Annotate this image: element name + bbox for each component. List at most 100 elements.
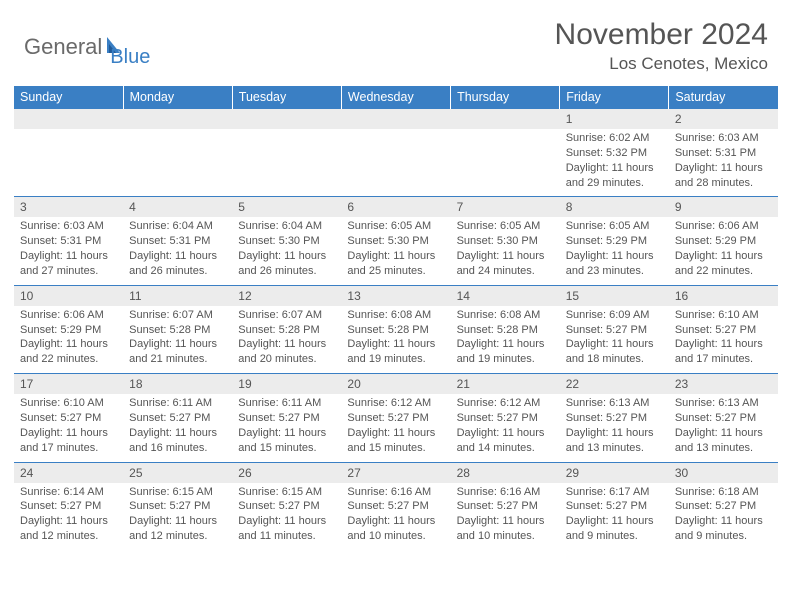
- daylight-text-1: Daylight: 11 hours: [238, 514, 335, 529]
- day-cell: Sunrise: 6:14 AMSunset: 5:27 PMDaylight:…: [14, 483, 123, 550]
- sunrise-text: Sunrise: 6:04 AM: [238, 219, 335, 234]
- daylight-text-2: and 15 minutes.: [238, 441, 335, 456]
- daylight-text-1: Daylight: 11 hours: [129, 249, 226, 264]
- sunset-text: Sunset: 5:27 PM: [566, 323, 663, 338]
- sunrise-text: Sunrise: 6:08 AM: [347, 308, 444, 323]
- sunset-text: Sunset: 5:28 PM: [347, 323, 444, 338]
- sunset-text: Sunset: 5:30 PM: [238, 234, 335, 249]
- day-cell: Sunrise: 6:05 AMSunset: 5:30 PMDaylight:…: [341, 217, 450, 285]
- col-thursday: Thursday: [451, 86, 560, 109]
- logo-text-general: General: [24, 34, 102, 60]
- col-friday: Friday: [560, 86, 669, 109]
- sunrise-text: Sunrise: 6:11 AM: [238, 396, 335, 411]
- day-cell: Sunrise: 6:08 AMSunset: 5:28 PMDaylight:…: [451, 306, 560, 374]
- day-cell: Sunrise: 6:08 AMSunset: 5:28 PMDaylight:…: [341, 306, 450, 374]
- day-cell: Sunrise: 6:05 AMSunset: 5:30 PMDaylight:…: [451, 217, 560, 285]
- sunrise-text: Sunrise: 6:11 AM: [129, 396, 226, 411]
- daylight-text-1: Daylight: 11 hours: [20, 514, 117, 529]
- day-cell: Sunrise: 6:10 AMSunset: 5:27 PMDaylight:…: [669, 306, 778, 374]
- logo: General Blue: [24, 18, 150, 69]
- sunset-text: Sunset: 5:28 PM: [129, 323, 226, 338]
- daylight-text-1: Daylight: 11 hours: [675, 426, 772, 441]
- sunset-text: Sunset: 5:30 PM: [347, 234, 444, 249]
- sunrise-text: Sunrise: 6:13 AM: [675, 396, 772, 411]
- daylight-text-1: Daylight: 11 hours: [347, 514, 444, 529]
- day-cell: Sunrise: 6:12 AMSunset: 5:27 PMDaylight:…: [341, 394, 450, 462]
- daylight-text-1: Daylight: 11 hours: [129, 337, 226, 352]
- sunrise-text: Sunrise: 6:02 AM: [566, 131, 663, 146]
- daylight-text-2: and 26 minutes.: [238, 264, 335, 279]
- day-cell: Sunrise: 6:18 AMSunset: 5:27 PMDaylight:…: [669, 483, 778, 550]
- sunset-text: Sunset: 5:27 PM: [675, 411, 772, 426]
- daylight-text-2: and 13 minutes.: [566, 441, 663, 456]
- sunset-text: Sunset: 5:27 PM: [238, 499, 335, 514]
- daylight-text-2: and 15 minutes.: [347, 441, 444, 456]
- col-tuesday: Tuesday: [232, 86, 341, 109]
- day-number: 13: [341, 285, 450, 306]
- day-number: 20: [341, 374, 450, 395]
- day-number: 23: [669, 374, 778, 395]
- day-number: 14: [451, 285, 560, 306]
- sunrise-text: Sunrise: 6:12 AM: [347, 396, 444, 411]
- daylight-text-1: Daylight: 11 hours: [20, 337, 117, 352]
- sunset-text: Sunset: 5:27 PM: [457, 411, 554, 426]
- daylight-text-2: and 29 minutes.: [566, 176, 663, 191]
- col-monday: Monday: [123, 86, 232, 109]
- daylight-text-1: Daylight: 11 hours: [457, 337, 554, 352]
- day-cell: Sunrise: 6:04 AMSunset: 5:31 PMDaylight:…: [123, 217, 232, 285]
- day-number: [14, 109, 123, 130]
- sunrise-text: Sunrise: 6:09 AM: [566, 308, 663, 323]
- detail-row: Sunrise: 6:06 AMSunset: 5:29 PMDaylight:…: [14, 306, 778, 374]
- sunrise-text: Sunrise: 6:18 AM: [675, 485, 772, 500]
- day-number: 8: [560, 197, 669, 218]
- sunset-text: Sunset: 5:27 PM: [675, 323, 772, 338]
- daylight-text-1: Daylight: 11 hours: [457, 514, 554, 529]
- sunset-text: Sunset: 5:27 PM: [566, 499, 663, 514]
- sunrise-text: Sunrise: 6:05 AM: [457, 219, 554, 234]
- day-cell: Sunrise: 6:03 AMSunset: 5:31 PMDaylight:…: [669, 129, 778, 197]
- daylight-text-2: and 21 minutes.: [129, 352, 226, 367]
- daylight-text-1: Daylight: 11 hours: [675, 337, 772, 352]
- day-cell: Sunrise: 6:09 AMSunset: 5:27 PMDaylight:…: [560, 306, 669, 374]
- sunrise-text: Sunrise: 6:15 AM: [238, 485, 335, 500]
- daylight-text-1: Daylight: 11 hours: [566, 249, 663, 264]
- day-number: [123, 109, 232, 130]
- daylight-text-2: and 27 minutes.: [20, 264, 117, 279]
- daylight-text-2: and 12 minutes.: [129, 529, 226, 544]
- daylight-text-1: Daylight: 11 hours: [238, 249, 335, 264]
- day-cell: Sunrise: 6:02 AMSunset: 5:32 PMDaylight:…: [560, 129, 669, 197]
- daylight-text-2: and 12 minutes.: [20, 529, 117, 544]
- day-cell: [14, 129, 123, 197]
- day-number: 4: [123, 197, 232, 218]
- sunset-text: Sunset: 5:27 PM: [347, 499, 444, 514]
- daylight-text-2: and 23 minutes.: [566, 264, 663, 279]
- weekday-header-row: Sunday Monday Tuesday Wednesday Thursday…: [14, 86, 778, 109]
- sunrise-text: Sunrise: 6:15 AM: [129, 485, 226, 500]
- daynum-row: 17181920212223: [14, 374, 778, 395]
- sunset-text: Sunset: 5:31 PM: [129, 234, 226, 249]
- sunrise-text: Sunrise: 6:07 AM: [129, 308, 226, 323]
- daylight-text-2: and 18 minutes.: [566, 352, 663, 367]
- day-cell: Sunrise: 6:15 AMSunset: 5:27 PMDaylight:…: [232, 483, 341, 550]
- sunset-text: Sunset: 5:27 PM: [675, 499, 772, 514]
- daylight-text-1: Daylight: 11 hours: [566, 426, 663, 441]
- daynum-row: 3456789: [14, 197, 778, 218]
- day-cell: Sunrise: 6:16 AMSunset: 5:27 PMDaylight:…: [451, 483, 560, 550]
- sunrise-text: Sunrise: 6:17 AM: [566, 485, 663, 500]
- sunset-text: Sunset: 5:32 PM: [566, 146, 663, 161]
- day-number: 17: [14, 374, 123, 395]
- daylight-text-2: and 26 minutes.: [129, 264, 226, 279]
- daylight-text-2: and 22 minutes.: [675, 264, 772, 279]
- day-number: 29: [560, 462, 669, 483]
- sunrise-text: Sunrise: 6:10 AM: [20, 396, 117, 411]
- sunset-text: Sunset: 5:28 PM: [457, 323, 554, 338]
- day-number: 11: [123, 285, 232, 306]
- sunset-text: Sunset: 5:29 PM: [675, 234, 772, 249]
- sunset-text: Sunset: 5:29 PM: [566, 234, 663, 249]
- daylight-text-1: Daylight: 11 hours: [457, 249, 554, 264]
- col-wednesday: Wednesday: [341, 86, 450, 109]
- day-number: 26: [232, 462, 341, 483]
- daylight-text-1: Daylight: 11 hours: [675, 161, 772, 176]
- sunrise-text: Sunrise: 6:10 AM: [675, 308, 772, 323]
- sunrise-text: Sunrise: 6:16 AM: [457, 485, 554, 500]
